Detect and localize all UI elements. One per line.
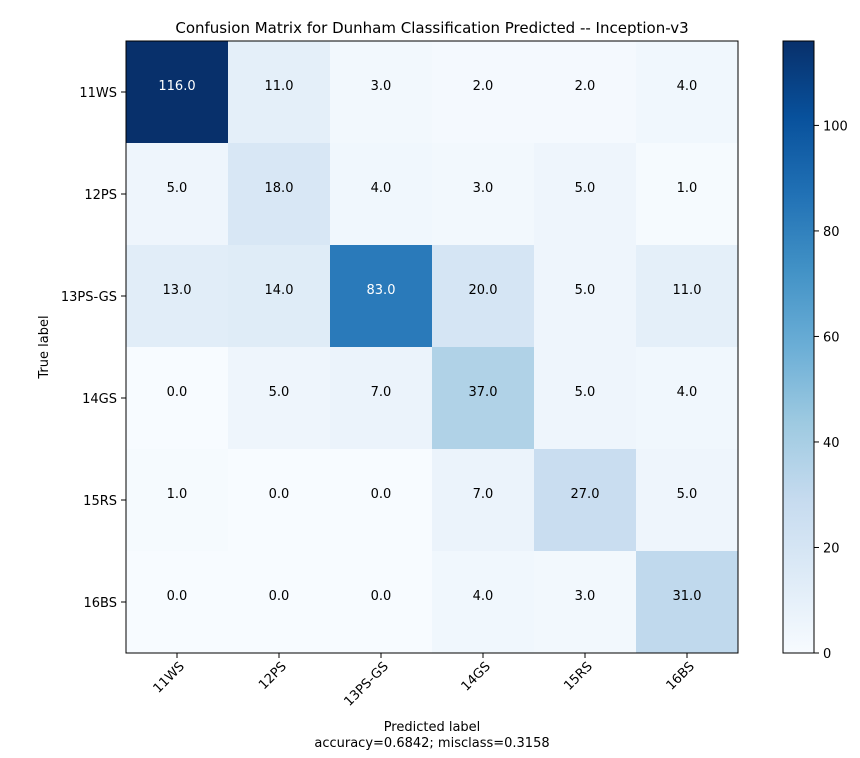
colorbar-tick-label: 0: [823, 647, 831, 662]
heatmap-cell: [126, 551, 229, 654]
heatmap-cell: [228, 551, 331, 654]
cell-value-label: 83.0: [367, 283, 396, 298]
cell-value-label: 11.0: [265, 79, 294, 94]
cell-value-label: 5.0: [575, 181, 596, 196]
cell-value-label: 37.0: [469, 385, 498, 400]
heatmap-cell: [330, 245, 433, 348]
cell-value-label: 13.0: [163, 283, 192, 298]
accuracy-footer: accuracy=0.6842; misclass=0.3158: [314, 736, 549, 751]
plot-frame: [125, 40, 739, 654]
cell-value-label: 0.0: [269, 589, 290, 604]
heatmap-cell: [228, 143, 331, 246]
y-tick-label: 14GS: [82, 392, 117, 407]
y-tick-label: 15RS: [83, 494, 117, 509]
heatmap-cell: [126, 347, 229, 450]
cell-value-label: 5.0: [677, 487, 698, 502]
colorbar-tick-label: 60: [823, 330, 840, 345]
cell-value-label: 4.0: [677, 385, 698, 400]
colorbar: [782, 40, 815, 654]
y-tick-label: 11WS: [79, 86, 117, 101]
heatmap-cell: [636, 245, 739, 348]
cell-value-label: 4.0: [371, 181, 392, 196]
heatmap-cell: [432, 41, 535, 144]
y-tick-label: 12PS: [84, 188, 117, 203]
heatmap-cell: [126, 143, 229, 246]
cell-value-label: 31.0: [673, 589, 702, 604]
heatmap-cell: [534, 245, 637, 348]
heatmap-cell: [228, 449, 331, 552]
heatmap-cell: [534, 551, 637, 654]
cell-value-label: 0.0: [167, 589, 188, 604]
cell-value-label: 5.0: [167, 181, 188, 196]
cell-value-label: 2.0: [473, 79, 494, 94]
heatmap-cell: [534, 449, 637, 552]
x-axis-label: Predicted label: [384, 720, 481, 735]
heatmap-cell: [534, 41, 637, 144]
heatmap-cell: [126, 41, 229, 144]
y-axis-label: True label: [37, 315, 52, 379]
heatmap-cell: [330, 143, 433, 246]
cell-value-label: 1.0: [167, 487, 188, 502]
cell-value-label: 0.0: [167, 385, 188, 400]
cell-value-label: 5.0: [575, 385, 596, 400]
heatmap-cell: [330, 41, 433, 144]
heatmap-cell: [126, 449, 229, 552]
heatmap-cell: [330, 347, 433, 450]
colorbar-tick-label: 100: [823, 119, 848, 134]
cell-value-label: 4.0: [677, 79, 698, 94]
heatmap-cell: [432, 449, 535, 552]
heatmap-cell: [432, 143, 535, 246]
colorbar-tick-label: 20: [823, 541, 840, 556]
heatmap-cell: [126, 245, 229, 348]
heatmap-cell: [636, 41, 739, 144]
heatmap-cell: [330, 449, 433, 552]
colorbar-tick-label: 40: [823, 436, 840, 451]
heatmap-cell: [228, 41, 331, 144]
cell-value-label: 116.0: [158, 79, 195, 94]
cell-value-label: 5.0: [269, 385, 290, 400]
heatmap-cells: [126, 41, 739, 654]
cell-value-label: 27.0: [571, 487, 600, 502]
cell-value-label: 3.0: [473, 181, 494, 196]
y-axis-ticks: 11WS 12PS 13PS-GS 14GS 15RS 16BS: [61, 86, 126, 611]
heatmap-cell: [228, 245, 331, 348]
cell-value-label: 14.0: [265, 283, 294, 298]
heatmap-cell: [636, 347, 739, 450]
heatmap-cell: [228, 347, 331, 450]
heatmap-cell: [636, 143, 739, 246]
cell-value-label: 1.0: [677, 181, 698, 196]
y-tick-label: 13PS-GS: [61, 290, 117, 305]
heatmap-cell: [636, 551, 739, 654]
cell-value-label: 20.0: [469, 283, 498, 298]
cell-value-label: 0.0: [269, 487, 290, 502]
cell-value-label: 11.0: [673, 283, 702, 298]
heatmap-cell: [432, 245, 535, 348]
cell-value-label: 18.0: [265, 181, 294, 196]
heatmap-cell: [636, 449, 739, 552]
cell-value-label: 3.0: [371, 79, 392, 94]
heatmap-cell: [330, 551, 433, 654]
cell-value-label: 0.0: [371, 589, 392, 604]
cell-value-label: 4.0: [473, 589, 494, 604]
cell-value-label: 3.0: [575, 589, 596, 604]
cell-value-label: 5.0: [575, 283, 596, 298]
colorbar-tick-label: 80: [823, 225, 840, 240]
cell-value-label: 7.0: [371, 385, 392, 400]
heatmap-cell: [432, 347, 535, 450]
cell-value-label: 7.0: [473, 487, 494, 502]
y-tick-label: 16BS: [84, 596, 117, 611]
heatmap-cell: [534, 347, 637, 450]
colorbar-ticks: 0 20 40 60 80 100: [814, 119, 848, 662]
chart-title: Confusion Matrix for Dunham Classificati…: [175, 19, 688, 37]
cell-value-labels: 116.0 11.0 3.0 2.0 2.0 4.0 5.0 18.0 4.0 3.0 5.0 1.0…: [158, 79, 701, 604]
cell-value-label: 2.0: [575, 79, 596, 94]
heatmap-cell: [432, 551, 535, 654]
heatmap-cell: [534, 143, 637, 246]
cell-value-label: 0.0: [371, 487, 392, 502]
